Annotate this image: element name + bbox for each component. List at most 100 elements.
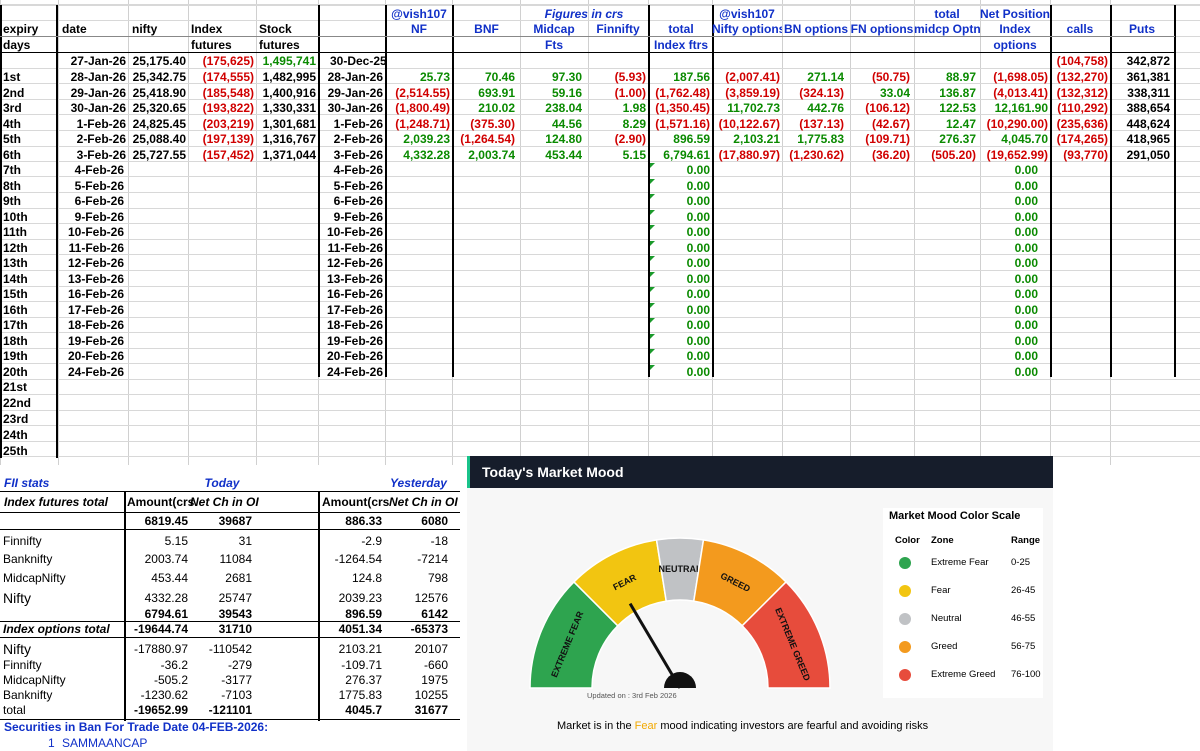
fii-yday-amount[interactable]: 4051.34: [338, 622, 382, 636]
cell-stock-futures[interactable]: 1,316,767: [262, 132, 316, 146]
cell-index-options-zero[interactable]: 0.00: [1014, 163, 1038, 177]
cell-nopt[interactable]: 11,702.73: [727, 101, 780, 115]
fii-yday-change[interactable]: -18: [430, 534, 448, 548]
cell-date[interactable]: 9-Feb-26: [74, 209, 124, 224]
cell-idxopt[interactable]: (19,652.99): [986, 147, 1048, 162]
cell-date2[interactable]: 2-Feb-26: [333, 132, 383, 146]
fii-today-change[interactable]: 31: [238, 534, 252, 548]
fii-yday-change[interactable]: -65373: [410, 622, 448, 636]
cell-nf[interactable]: (2,514.55): [395, 85, 450, 100]
fii-today-amount[interactable]: 5.15: [164, 534, 188, 548]
fii-yday-change[interactable]: 20107: [414, 642, 448, 656]
cell-tot[interactable]: (1,350.45): [655, 101, 710, 115]
cell-total-zero[interactable]: 0.00: [686, 178, 710, 193]
fii-today-amount[interactable]: -19644.74: [133, 622, 188, 636]
fii-today-amount[interactable]: 453.44: [151, 571, 188, 585]
cell-date2[interactable]: 24-Feb-26: [326, 364, 383, 379]
fii-today-change[interactable]: -110542: [208, 642, 252, 656]
cell-mid[interactable]: 124.80: [545, 132, 582, 146]
cell-date[interactable]: 19-Feb-26: [67, 333, 124, 348]
fii-today-change[interactable]: 39543: [218, 607, 252, 621]
cell-nifty[interactable]: 25,320.65: [132, 101, 186, 115]
cell-bnopt[interactable]: 271.14: [807, 70, 844, 84]
cell-puts[interactable]: 338,311: [1127, 85, 1170, 100]
cell-tot[interactable]: (1,571.16): [655, 116, 710, 131]
cell-tot[interactable]: (1,762.48): [655, 85, 710, 100]
cell-total-zero[interactable]: 0.00: [686, 302, 710, 317]
cell-nifty[interactable]: 25,342.75: [132, 70, 186, 84]
cell-fin[interactable]: (2.90): [614, 132, 646, 146]
fii-yday-amount[interactable]: 1775.83: [338, 688, 382, 702]
cell-stock-futures[interactable]: 1,371,044: [262, 147, 316, 162]
fii-today-amount[interactable]: -19652.99: [133, 703, 188, 717]
cell-puts[interactable]: 361,381: [1126, 70, 1170, 84]
cell-fin[interactable]: 5.15: [622, 147, 646, 162]
cell-total-zero[interactable]: 0.00: [686, 318, 710, 332]
cell-idxopt[interactable]: (4,013.41): [993, 85, 1048, 100]
cell-idxopt[interactable]: 4,045.70: [1001, 132, 1048, 146]
cell-idxopt[interactable]: (1,698.05): [993, 70, 1048, 84]
cell-fnopt[interactable]: (106.12): [865, 101, 910, 115]
cell-fin[interactable]: 1.98: [622, 101, 646, 115]
cell-total-zero[interactable]: 0.00: [686, 209, 710, 224]
cell-date2[interactable]: 6-Feb-26: [333, 194, 383, 208]
cell-midopt[interactable]: 122.53: [939, 101, 976, 115]
cell-total-zero[interactable]: 0.00: [686, 349, 710, 363]
fii-yday-change[interactable]: 10255: [414, 688, 448, 702]
fii-today-change[interactable]: 2681: [225, 571, 252, 585]
fii-yday-amount[interactable]: 896.59: [345, 607, 382, 621]
fii-today-change[interactable]: 25747: [218, 591, 252, 605]
cell-bnf[interactable]: 2,003.74: [468, 147, 515, 162]
cell-nf[interactable]: (1,800.49): [395, 101, 450, 115]
cell-date2[interactable]: 16-Feb-26: [326, 287, 383, 301]
cell-index-futures[interactable]: (174,555): [202, 70, 254, 84]
cell-date[interactable]: 27-Jan-26: [70, 54, 126, 68]
cell-date2[interactable]: 9-Feb-26: [333, 209, 383, 224]
fii-yday-change[interactable]: 6142: [421, 607, 448, 621]
cell-nifty[interactable]: 25,727.55: [132, 147, 186, 162]
cell-nopt[interactable]: (10,122.67): [718, 116, 780, 131]
cell-fnopt[interactable]: (50.75): [871, 70, 910, 84]
cell-bnf[interactable]: (1,264.54): [460, 132, 515, 146]
fii-today-change[interactable]: 11084: [219, 552, 252, 566]
cell-date2[interactable]: 10-Feb-26: [326, 225, 383, 239]
fii-yday-change[interactable]: 1975: [421, 673, 448, 687]
cell-nopt[interactable]: (17,880.97): [718, 147, 780, 162]
cell-date[interactable]: 2-Feb-26: [76, 132, 126, 146]
ban-name[interactable]: SAMMAANCAP: [62, 736, 148, 750]
cell-puts[interactable]: 342,872: [1126, 54, 1170, 68]
cell-bnf[interactable]: (375.30): [470, 116, 515, 131]
cell-date[interactable]: 29-Jan-26: [70, 85, 126, 100]
cell-stock-futures[interactable]: 1,482,995: [262, 70, 316, 84]
cell-date2[interactable]: 19-Feb-26: [326, 333, 383, 348]
cell-stock-futures[interactable]: 1,301,681: [262, 116, 316, 131]
cell-midopt[interactable]: 12.47: [945, 116, 976, 131]
fii-today-change[interactable]: 39687: [218, 514, 252, 528]
fii-yday-change[interactable]: 6080: [421, 514, 448, 528]
fii-yday-amount[interactable]: 124.8: [351, 571, 382, 585]
cell-nifty[interactable]: 24,825.45: [132, 116, 186, 131]
fii-yday-amount[interactable]: 4045.7: [345, 703, 382, 717]
cell-date2[interactable]: 12-Feb-26: [326, 256, 383, 270]
cell-calls[interactable]: (235,636): [1056, 116, 1108, 131]
fii-yday-change[interactable]: -660: [423, 658, 448, 672]
cell-date[interactable]: 16-Feb-26: [67, 287, 124, 301]
cell-stock-futures[interactable]: 1,400,916: [262, 85, 316, 100]
cell-index-options-zero[interactable]: 0.00: [1014, 194, 1038, 208]
cell-date2[interactable]: 20-Feb-26: [326, 349, 383, 363]
cell-mid[interactable]: 238.04: [545, 101, 582, 115]
cell-date2[interactable]: 28-Jan-26: [327, 70, 383, 84]
cell-nf[interactable]: 4,332.28: [403, 147, 450, 162]
cell-fin[interactable]: 8.29: [622, 116, 646, 131]
cell-calls[interactable]: (93,770): [1063, 147, 1108, 162]
cell-index-options-zero[interactable]: 0.00: [1014, 240, 1038, 255]
cell-date[interactable]: 17-Feb-26: [67, 302, 124, 317]
cell-index-options[interactable]: (104,758): [1056, 54, 1108, 68]
fii-today-change[interactable]: -3177: [221, 673, 252, 687]
cell-index-options-zero[interactable]: 0.00: [1014, 364, 1038, 379]
fii-today-amount[interactable]: -1230.62: [140, 688, 188, 702]
cell-index-futures[interactable]: (175,625): [202, 54, 254, 68]
cell-midopt[interactable]: 136.87: [939, 85, 976, 100]
cell-calls[interactable]: (110,292): [1057, 101, 1108, 115]
cell-midopt[interactable]: (505.20): [931, 147, 976, 162]
